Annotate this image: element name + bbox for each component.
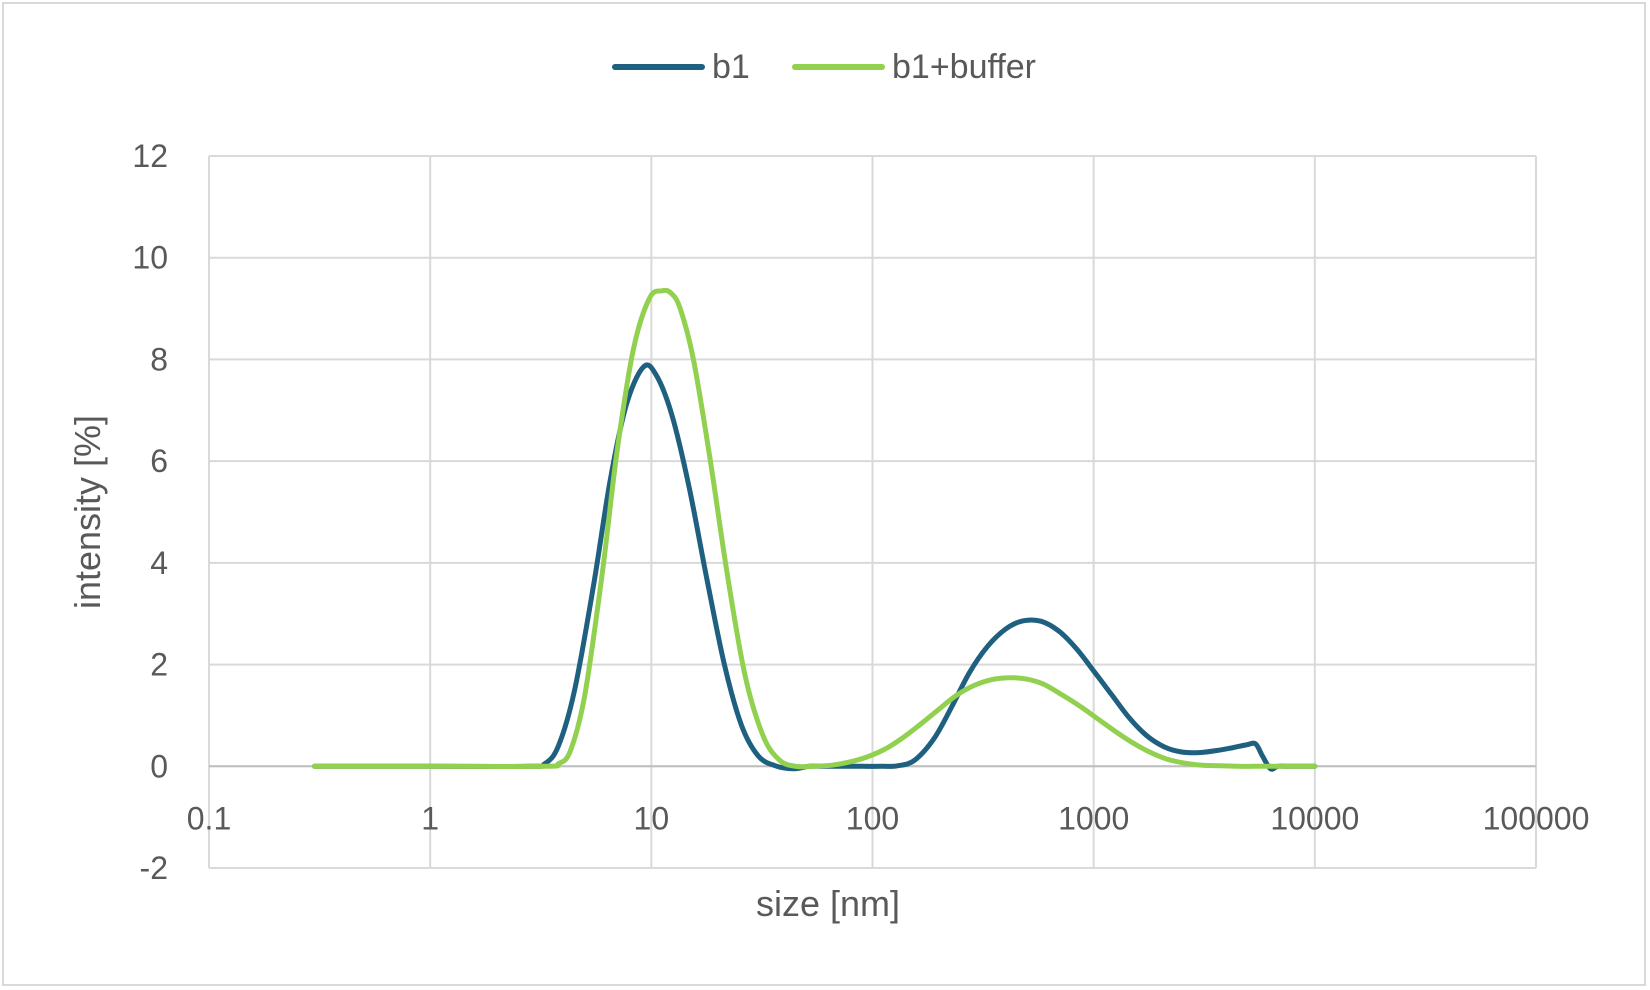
series-layer — [312, 287, 1318, 772]
y-tick-label: 10 — [132, 240, 168, 276]
y-tick-label: 2 — [150, 647, 168, 683]
x-tick-label: 0.1 — [187, 800, 231, 836]
x-tick-label: 10 — [634, 800, 670, 836]
y-tick-label: -2 — [140, 850, 168, 886]
grid — [208, 155, 1537, 869]
y-tick-label: 12 — [132, 138, 168, 174]
series-line-b1 — [312, 362, 1318, 772]
x-tick-label: 1000 — [1058, 800, 1129, 836]
x-tick-label: 100 — [846, 800, 899, 836]
y-tick-label: 0 — [150, 748, 168, 784]
x-tick-label: 10000 — [1270, 800, 1359, 836]
legend-label-b1: b1 — [712, 48, 750, 86]
x-tick-labels: 0.1 1 10 100 1000 10000 100000 — [187, 800, 1590, 836]
y-axis-title: intensity [%] — [67, 415, 108, 609]
x-tick-label: 100000 — [1483, 800, 1590, 836]
legend-label-b1-buffer: b1+buffer — [892, 48, 1036, 86]
y-tick-label: 6 — [150, 443, 168, 479]
y-tick-label: 8 — [150, 341, 168, 377]
x-axis-title: size [nm] — [756, 883, 900, 924]
y-tick-labels: -2 0 2 4 6 8 10 12 — [132, 138, 168, 886]
x-tick-label: 1 — [421, 800, 439, 836]
legend: b1 b1+buffer — [612, 48, 1036, 86]
y-tick-label: 4 — [150, 545, 168, 581]
series-line-b1-buffer — [312, 287, 1318, 770]
